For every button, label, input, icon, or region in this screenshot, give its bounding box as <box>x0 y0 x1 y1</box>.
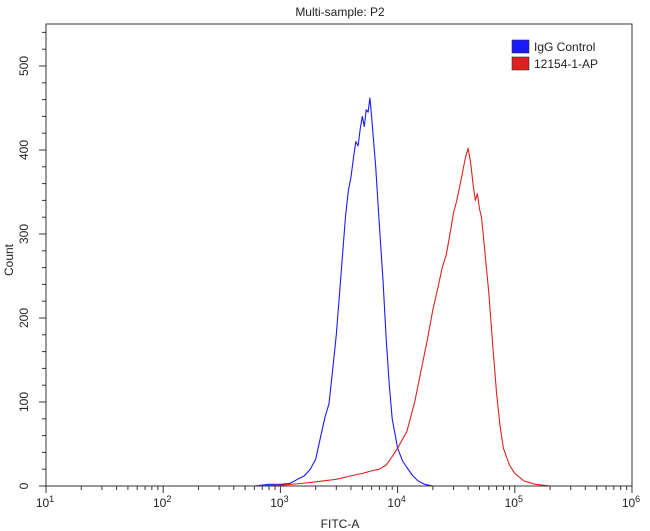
legend-swatch <box>511 56 530 71</box>
chart-title: Multi-sample: P2 <box>295 5 385 19</box>
axes: 101 102 103 104 105 106 0 100 200 300 400 500 <box>17 23 640 510</box>
x-tick-label: 103 <box>270 494 288 510</box>
y-tick-label: 100 <box>17 392 31 412</box>
plot-area <box>46 97 632 487</box>
legend-label: 12154-1-AP <box>534 57 598 71</box>
legend-swatch <box>511 39 530 54</box>
legend: IgG Control 12154-1-AP <box>511 39 598 71</box>
y-tick-label: 400 <box>17 140 31 160</box>
x-tick-label: 104 <box>387 494 405 510</box>
x-tick-label: 102 <box>153 494 171 510</box>
series-line-1 <box>46 97 632 487</box>
plot-frame <box>45 23 633 487</box>
series-line-2 <box>46 147 632 487</box>
x-tick-label: 105 <box>505 494 523 510</box>
x-tick-label: 101 <box>36 494 54 510</box>
y-tick-label: 500 <box>17 56 31 76</box>
y-tick-label: 200 <box>17 308 31 328</box>
x-axis-label: FITC-A <box>321 517 360 531</box>
legend-label: IgG Control <box>534 40 595 54</box>
y-tick-label: 300 <box>17 224 31 244</box>
x-tick-label: 106 <box>622 494 640 510</box>
y-axis-label: Count <box>2 243 16 276</box>
y-tick-label: 0 <box>17 482 31 489</box>
